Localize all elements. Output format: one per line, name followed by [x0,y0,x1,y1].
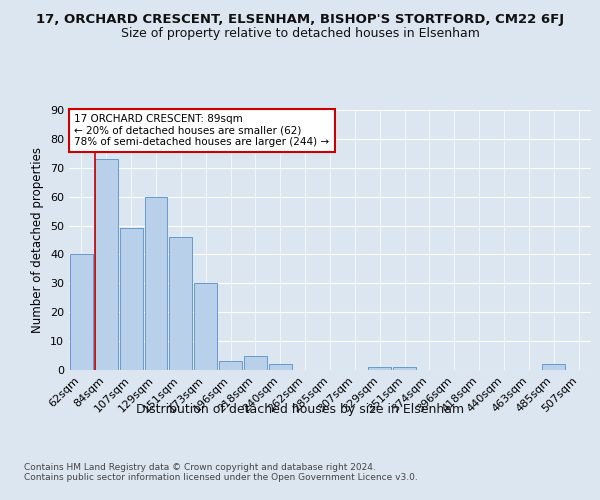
Text: Size of property relative to detached houses in Elsenham: Size of property relative to detached ho… [121,28,479,40]
Bar [219,362,242,370]
Text: 17 ORCHARD CRESCENT: 89sqm
← 20% of detached houses are smaller (62)
78% of semi: 17 ORCHARD CRESCENT: 89sqm ← 20% of deta… [74,114,329,147]
Bar [70,254,93,370]
Bar [393,367,416,370]
Bar [269,364,292,370]
Bar [145,196,167,370]
Text: 17, ORCHARD CRESCENT, ELSENHAM, BISHOP'S STORTFORD, CM22 6FJ: 17, ORCHARD CRESCENT, ELSENHAM, BISHOP'S… [36,12,564,26]
Bar [120,228,143,370]
Bar [169,237,192,370]
Bar [368,367,391,370]
Bar [95,159,118,370]
Text: Distribution of detached houses by size in Elsenham: Distribution of detached houses by size … [136,402,464,415]
Text: Contains HM Land Registry data © Crown copyright and database right 2024.
Contai: Contains HM Land Registry data © Crown c… [24,462,418,482]
Y-axis label: Number of detached properties: Number of detached properties [31,147,44,333]
Bar [244,356,267,370]
Bar [194,284,217,370]
Bar [542,364,565,370]
